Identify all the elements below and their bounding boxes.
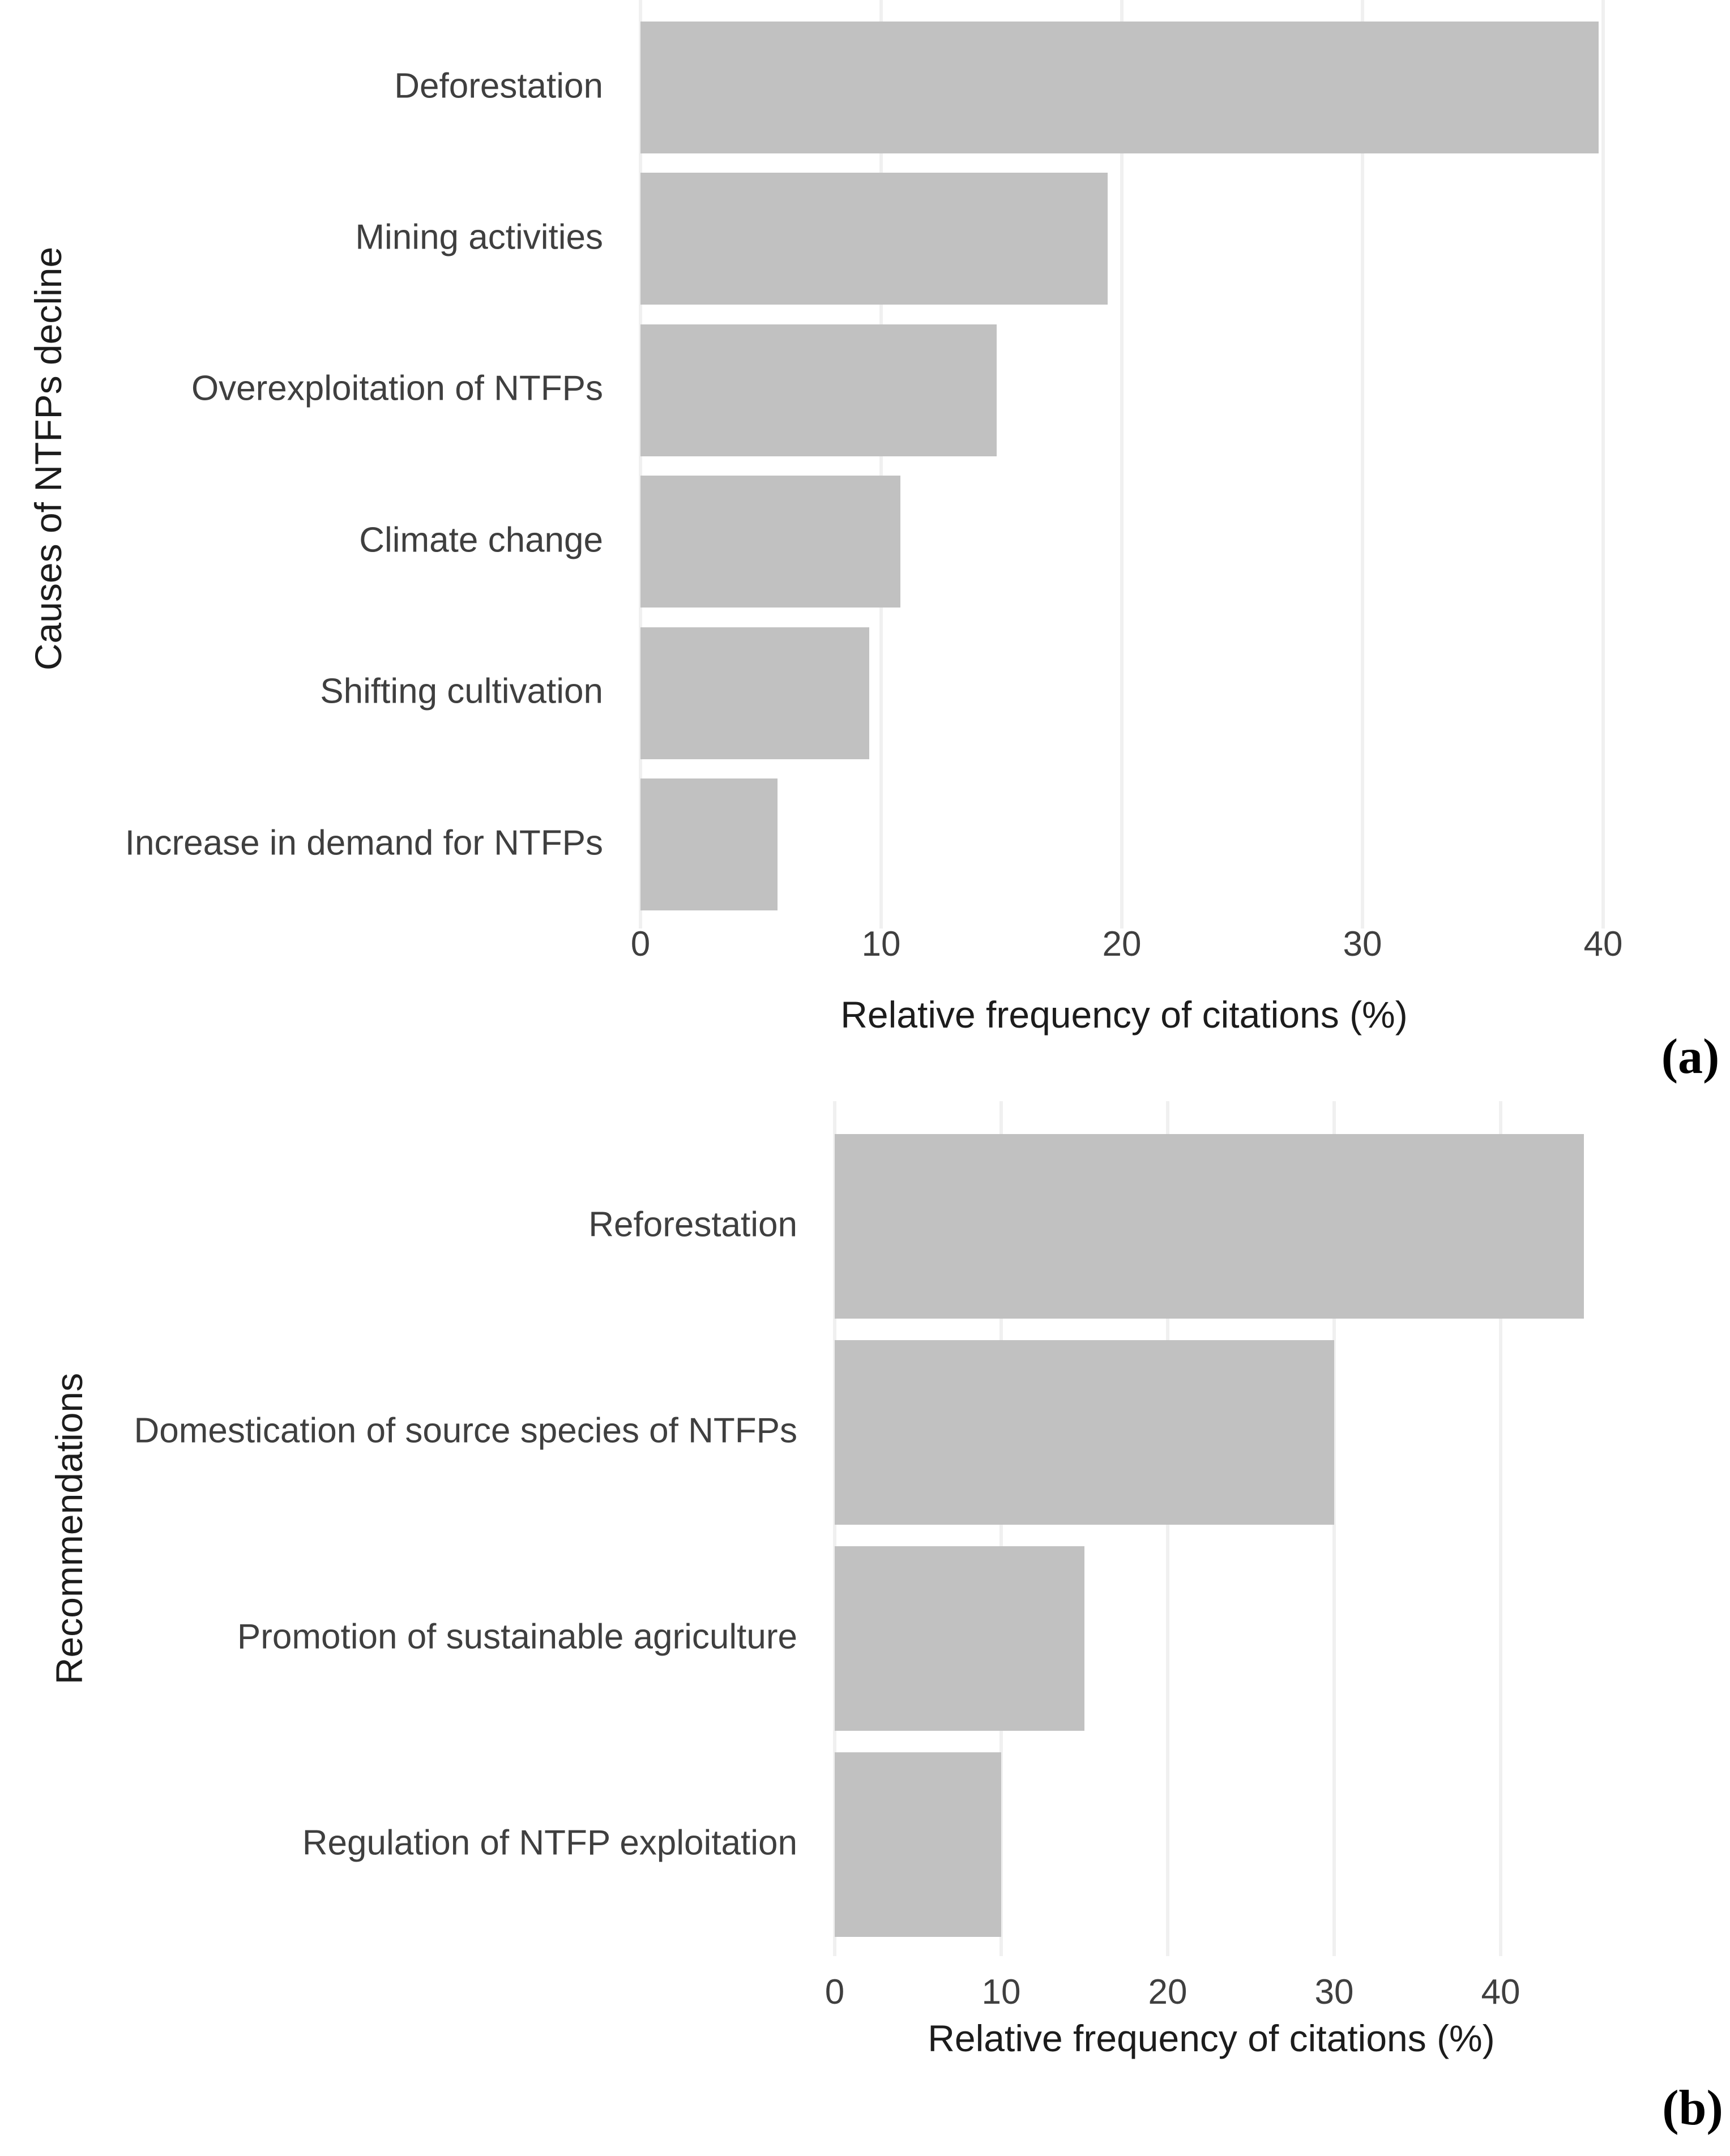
x-tick-label-a-20: 20 (1102, 925, 1142, 964)
x-tick-label-b-10: 10 (981, 1973, 1021, 2012)
x-tick-label-a-30: 30 (1343, 925, 1382, 964)
category-label-b-2: Promotion of sustainable agriculture (237, 1617, 797, 1657)
panel-label-b: (b) (1662, 2081, 1723, 2136)
bar-a-3 (640, 476, 900, 608)
x-tick-label-a-10: 10 (861, 925, 901, 964)
category-label-a-4: Shifting cultivation (320, 671, 603, 711)
x-tick-label-b-20: 20 (1148, 1973, 1187, 2012)
gridline-x-10 (879, 0, 883, 929)
category-label-a-1: Mining activities (355, 217, 603, 257)
category-label-b-3: Regulation of NTFP exploitation (302, 1823, 797, 1863)
category-label-a-2: Overexploitation of NTFPs (191, 369, 603, 408)
bar-b-3 (835, 1752, 1001, 1937)
gridline-x-40 (1499, 1101, 1502, 1956)
bar-a-0 (640, 22, 1599, 153)
x-tick-label-b-0: 0 (825, 1973, 845, 2012)
bar-b-1 (835, 1340, 1334, 1525)
category-label-a-5: Increase in demand for NTFPs (125, 823, 603, 863)
gridline-x-20 (1120, 0, 1124, 929)
gridline-x-0 (639, 0, 642, 929)
category-label-a-3: Climate change (359, 520, 603, 560)
bar-a-1 (640, 173, 1108, 305)
gridline-x-30 (1332, 1101, 1336, 1956)
x-tick-label-a-40: 40 (1583, 925, 1623, 964)
gridline-x-0 (833, 1101, 836, 1956)
category-label-b-0: Reforestation (588, 1205, 797, 1244)
gridline-x-10 (999, 1101, 1003, 1956)
bar-b-0 (835, 1134, 1584, 1319)
gridline-x-30 (1361, 0, 1364, 929)
panel-label-a: (a) (1661, 1029, 1720, 1084)
bar-a-2 (640, 324, 997, 456)
chart-b-x-axis-title: Relative frequency of citations (%) (928, 2017, 1495, 2059)
bar-a-5 (640, 778, 778, 910)
chart-a-x-axis-title: Relative frequency of citations (%) (840, 994, 1408, 1036)
x-tick-label-a-0: 0 (630, 925, 651, 964)
gridline-x-20 (1166, 1101, 1169, 1956)
bar-a-4 (640, 627, 869, 759)
gridline-x-40 (1601, 0, 1605, 929)
category-label-b-1: Domestication of source species of NTFPs (134, 1411, 797, 1451)
x-tick-label-b-30: 30 (1314, 1973, 1354, 2012)
bar-b-2 (835, 1546, 1084, 1731)
category-label-a-0: Deforestation (394, 66, 603, 106)
x-tick-label-b-40: 40 (1481, 1973, 1520, 2012)
